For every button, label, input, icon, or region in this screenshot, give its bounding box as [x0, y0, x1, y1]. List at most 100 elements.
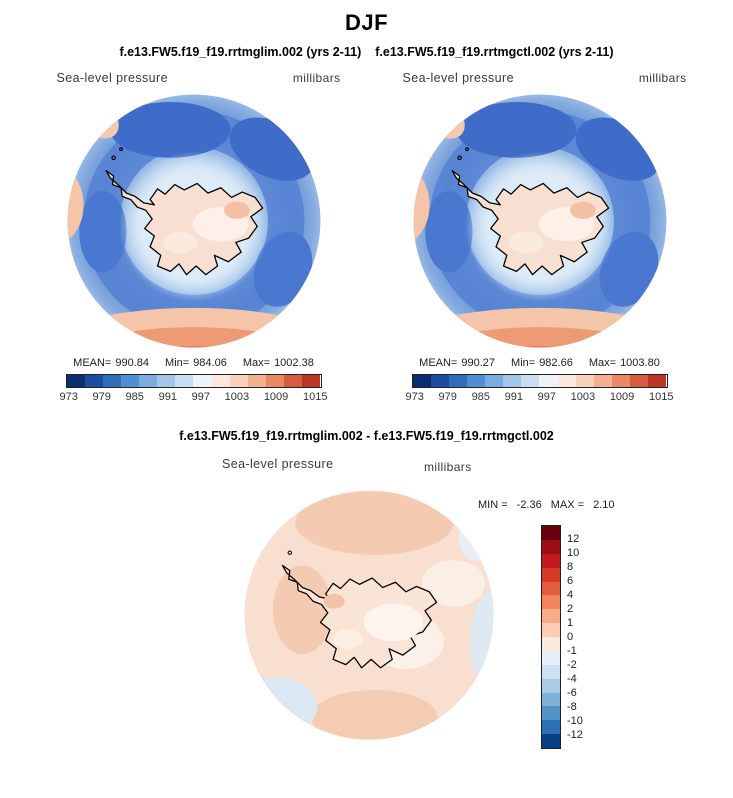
colorbar-cell	[120, 375, 140, 387]
colorbar-cell	[612, 375, 631, 387]
colorbar-cell	[302, 375, 321, 387]
slp-colorbar	[65, 374, 322, 388]
colorbar-tick-label: 10	[567, 547, 580, 559]
colorbar-tick-label: -2	[567, 659, 577, 671]
colorbar-cell	[84, 375, 103, 387]
max-stat: Max= 1003.80	[589, 357, 660, 369]
colorbar-cell	[193, 375, 212, 387]
slp-colorbar-ticks: 973 979 985 991 997 1003 1009 1015	[406, 391, 674, 403]
panel-rrtmgctl: Sea-level pressure millibars MEAN= 990.27…	[377, 71, 703, 403]
diff-colorbar	[541, 525, 561, 749]
case-title-right: f.e13.FW5.f19_f19.rrtmgctl.002 (yrs 2-11…	[375, 45, 614, 59]
colorbar-cell	[521, 375, 540, 387]
colorbar-tick-label: 1003	[570, 391, 596, 403]
colorbar-cell	[412, 375, 431, 387]
colorbar-cell	[211, 375, 230, 387]
colorbar-tick-label: 1015	[302, 391, 328, 403]
difference-panel: Sea-level pressure millibars MIN = -2.36…	[0, 447, 733, 767]
slp-map-rrtmgctl	[406, 87, 674, 355]
colorbar-tick-label: 2	[567, 603, 574, 615]
difference-title: f.e13.FW5.f19_f19.rrtmglim.002 - f.e13.F…	[179, 429, 554, 443]
colorbar-cell	[542, 609, 560, 624]
colorbar-tick-label: -10	[567, 715, 583, 727]
colorbar-tick-label: -1	[567, 645, 577, 657]
colorbar-cell	[539, 375, 558, 387]
slp-colorbar	[411, 374, 668, 388]
units-label: millibars	[292, 71, 341, 85]
colorbar-cell	[542, 692, 560, 707]
mean-label: MEAN=	[419, 357, 458, 369]
max-value: 1003.80	[620, 357, 660, 369]
colorbar-tick-label: 4	[567, 589, 574, 601]
colorbar-cell	[575, 375, 594, 387]
colorbar-tick-label: 1009	[263, 391, 289, 403]
diff-minmax: MIN = -2.36 MAX = 2.10	[478, 499, 614, 511]
colorbar-cell	[102, 375, 121, 387]
colorbar-cell	[266, 375, 285, 387]
colorbar-cell	[247, 375, 267, 387]
colorbar-cell	[157, 375, 176, 387]
colorbar-cell	[593, 375, 613, 387]
colorbar-tick-label: 979	[92, 391, 111, 403]
diff-min-value: -2.36	[516, 499, 542, 511]
colorbar-cell	[542, 678, 560, 693]
colorbar-tick-label: 979	[438, 391, 457, 403]
colorbar-cell	[430, 375, 449, 387]
colorbar-tick-label: 12	[567, 533, 580, 545]
colorbar-cell	[542, 720, 560, 735]
colorbar-cell	[542, 567, 560, 582]
colorbar-cell	[542, 526, 560, 540]
colorbar-cell	[542, 539, 560, 554]
colorbar-cell	[557, 375, 576, 387]
comparison-panels: Sea-level pressure millibars MEAN= 990.84…	[0, 71, 733, 403]
colorbar-tick-label: -4	[567, 673, 577, 685]
panel-stats: MEAN= 990.84 Min= 984.06 Max= 1002.38	[31, 357, 357, 369]
colorbar-cell	[503, 375, 522, 387]
colorbar-tick-label: 6	[567, 575, 574, 587]
units-label: millibars	[424, 460, 472, 474]
panel-stats: MEAN= 990.27 Min= 982.66 Max= 1003.80	[377, 357, 703, 369]
colorbar-tick-label: 1015	[648, 391, 674, 403]
colorbar-cell	[284, 375, 303, 387]
colorbar-cell	[542, 637, 560, 651]
max-value: 1002.38	[274, 357, 314, 369]
colorbar-cell	[448, 375, 467, 387]
diff-max-value: 2.10	[593, 499, 615, 511]
slp-colorbar-ticks: 973 979 985 991 997 1003 1009 1015	[60, 391, 328, 403]
colorbar-cell	[630, 375, 649, 387]
min-stat: Min= 982.66	[511, 357, 573, 369]
colorbar-tick-label: -6	[567, 687, 577, 699]
colorbar-tick-label: -8	[567, 701, 577, 713]
colorbar-tick-label: 1009	[609, 391, 635, 403]
mean-value: 990.84	[115, 357, 150, 369]
mean-label: MEAN=	[73, 357, 112, 369]
max-stat: Max= 1002.38	[243, 357, 314, 369]
colorbar-cell	[175, 375, 194, 387]
mean-value: 990.27	[461, 357, 496, 369]
colorbar-cell	[542, 650, 560, 665]
colorbar-tick-label: 8	[567, 561, 574, 573]
case-titles: f.e13.FW5.f19_f19.rrtmglim.002 (yrs 2-11…	[0, 45, 733, 59]
mean-stat: MEAN= 990.27	[419, 357, 495, 369]
climate-diagnostics-figure: { "page": { "title": "DJF", "case_left":…	[0, 10, 733, 798]
season-title: DJF	[344, 10, 389, 35]
colorbar-tick-label: 0	[567, 631, 574, 643]
panel-header: Sea-level pressure millibars	[31, 71, 357, 85]
colorbar-tick-label: 997	[191, 391, 210, 403]
colorbar-tick-label: 991	[158, 391, 177, 403]
colorbar-tick-label: 997	[537, 391, 556, 403]
colorbar-cell	[542, 734, 560, 748]
min-value: 982.66	[539, 357, 573, 369]
min-stat: Min= 984.06	[165, 357, 227, 369]
colorbar-tick-label: 985	[471, 391, 490, 403]
diff-max-label: MAX =	[550, 499, 585, 511]
field-label: Sea-level pressure	[222, 457, 334, 471]
colorbar-cell	[66, 375, 85, 387]
slp-map-rrtmglim	[60, 87, 328, 355]
min-label: Min=	[165, 357, 190, 369]
min-value: 984.06	[193, 357, 227, 369]
max-label: Max=	[588, 357, 617, 369]
colorbar-tick-label: 1	[567, 617, 574, 629]
colorbar-cell	[648, 375, 667, 387]
colorbar-cell	[139, 375, 158, 387]
